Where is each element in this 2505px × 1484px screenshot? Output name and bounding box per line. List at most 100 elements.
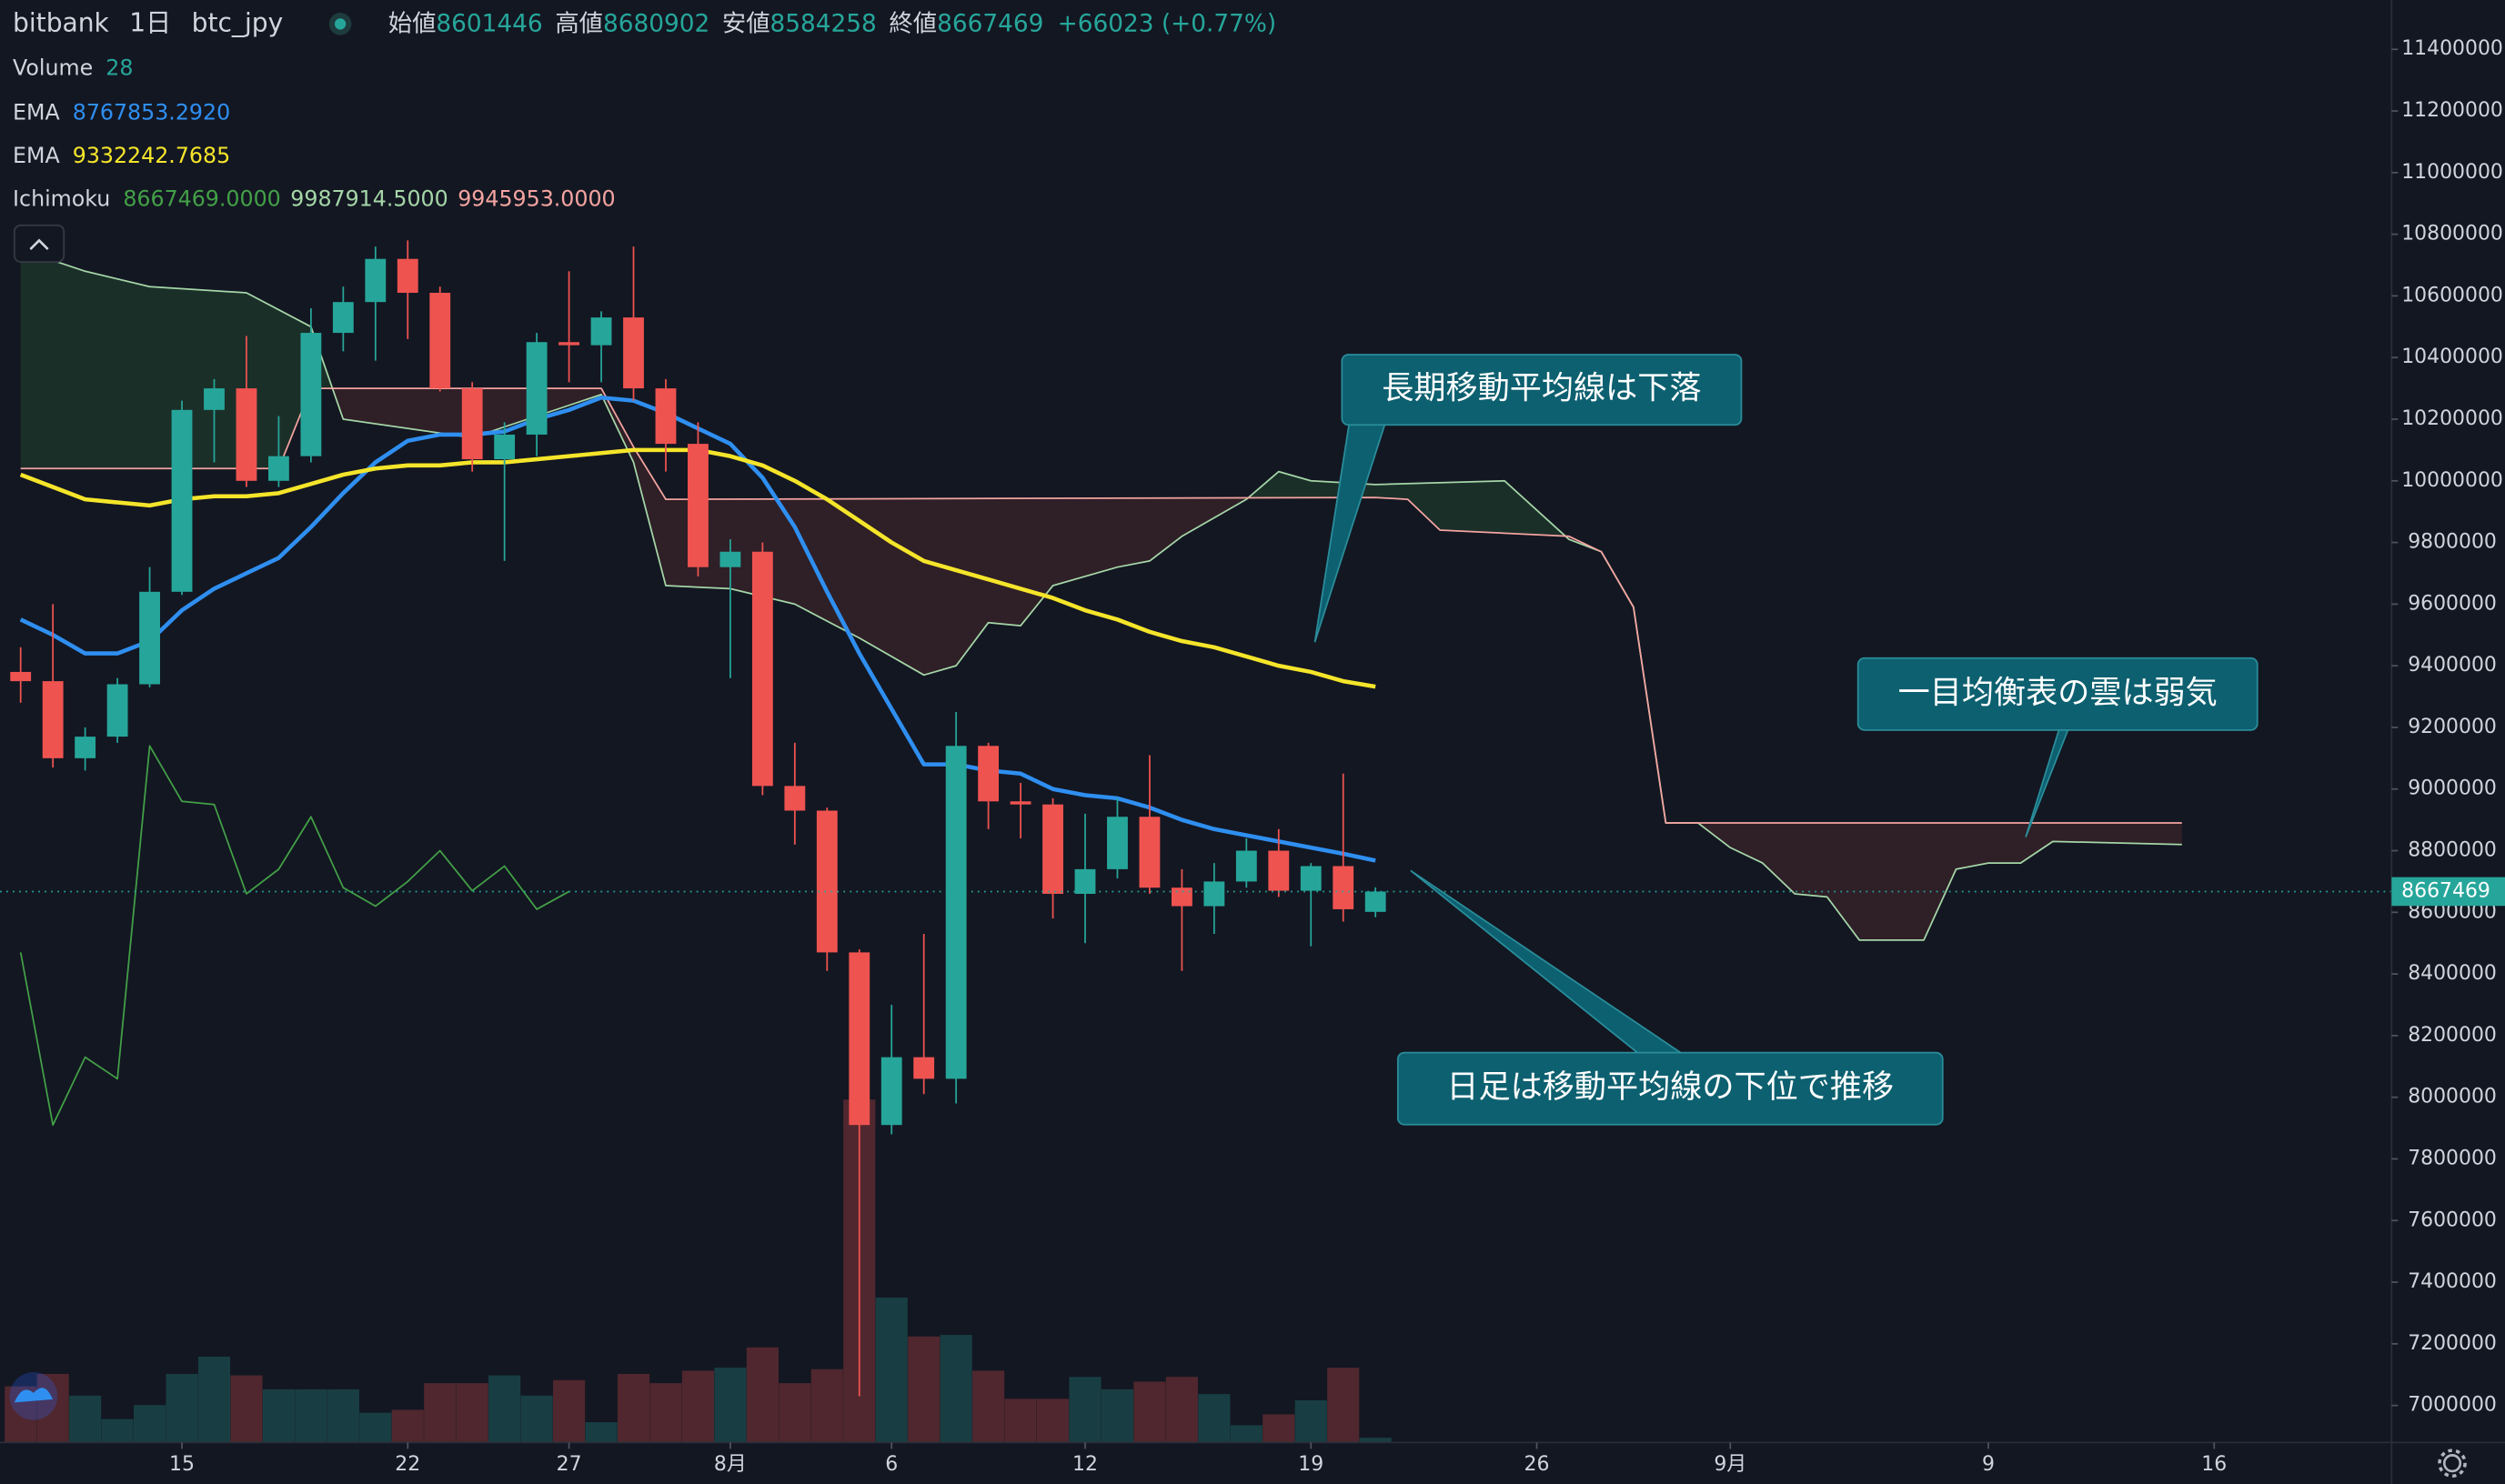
ohlc: 始値8601446 高値8680902 安値8584258 終値8667469 … — [388, 10, 1276, 37]
pair: btc_jpy — [192, 7, 284, 37]
high-label: 高値 — [555, 10, 603, 37]
candle-body — [558, 342, 580, 346]
candle-body — [913, 1057, 935, 1079]
volume-bar — [456, 1383, 488, 1443]
x-tick-label: 27 — [557, 1453, 582, 1476]
x-tick-label: 6 — [885, 1453, 898, 1476]
volume-bar — [681, 1370, 715, 1443]
volume-bar — [779, 1383, 811, 1443]
candle-body — [655, 388, 677, 445]
candle-body — [1074, 868, 1096, 894]
volume-bar — [617, 1373, 650, 1443]
volume-bar — [1165, 1377, 1198, 1443]
cloud-fill — [1859, 823, 1925, 940]
y-tick-label: 10400000 — [2401, 346, 2503, 368]
candle-body — [397, 258, 418, 294]
high-value: 8680902 — [603, 10, 709, 37]
callout: 一目均衡表の雲は弱気 — [1856, 657, 2259, 837]
candle-body — [1333, 866, 1354, 909]
candle-body — [1268, 850, 1290, 891]
x-tick-label: 22 — [395, 1453, 420, 1476]
collapse-icon[interactable] — [29, 238, 49, 250]
candle-body — [267, 456, 289, 481]
candle-body — [365, 258, 387, 303]
logo-mark[interactable] — [14, 1388, 53, 1403]
x-tick-label: 12 — [1072, 1453, 1098, 1476]
legend-value: 9945953.0000 — [458, 186, 615, 211]
open-label: 始値 — [388, 10, 437, 37]
legend-name: Volume — [13, 55, 93, 80]
volume-bar — [1069, 1377, 1102, 1443]
candle-body — [1203, 881, 1225, 907]
volume-bar — [230, 1375, 263, 1443]
y-tick-label: 9000000 — [2408, 777, 2497, 800]
volume-bar — [649, 1383, 682, 1443]
x-tick-label: 16 — [2201, 1453, 2227, 1476]
change: +66023 (+0.77%) — [1058, 10, 1276, 37]
x-tick-label: 26 — [1524, 1453, 1550, 1476]
candle-body — [300, 333, 322, 456]
y-tick-label: 7200000 — [2408, 1332, 2497, 1355]
callout-box — [1341, 354, 1743, 426]
y-tick-label: 8800000 — [2408, 839, 2497, 862]
volume-bar — [1133, 1381, 1166, 1443]
y-tick-label: 10200000 — [2401, 407, 2503, 430]
settings-icon[interactable] — [2438, 1449, 2467, 1478]
cloud-fill — [85, 271, 150, 469]
cloud-fill — [1407, 482, 1441, 531]
candle-body — [751, 551, 773, 787]
y-tick-label: 7800000 — [2408, 1147, 2497, 1169]
candle-body — [1107, 817, 1128, 869]
y-tick-label: 10600000 — [2401, 284, 2503, 306]
volume-bar — [940, 1335, 972, 1443]
y-tick-label: 10800000 — [2401, 223, 2503, 246]
status-dot — [334, 18, 347, 30]
cloud-fill — [1795, 823, 1827, 897]
candle-body — [10, 671, 32, 682]
volume-bar — [1004, 1399, 1037, 1443]
volume-bar — [746, 1347, 779, 1443]
volume-bar — [1263, 1414, 1295, 1443]
volume-bar — [488, 1375, 521, 1443]
y-tick-label: 7600000 — [2408, 1208, 2497, 1231]
ichimoku-line — [20, 248, 2182, 941]
volume-bar — [1198, 1394, 1231, 1443]
candle-body — [139, 591, 160, 685]
x-tick-label: 9月 — [1714, 1453, 1746, 1476]
cloud-fill — [20, 249, 86, 469]
cloud-fill — [988, 498, 1021, 627]
callout-text: 長期移動平均線は下落 — [1382, 370, 1701, 407]
x-tick-label: 9 — [1982, 1453, 1995, 1476]
collapse-box[interactable] — [13, 224, 65, 263]
volume-bar — [101, 1419, 134, 1443]
candle-body — [429, 293, 451, 389]
volume-bar — [424, 1383, 457, 1443]
volume-bar — [1230, 1425, 1263, 1443]
volume-bar — [359, 1412, 392, 1443]
cloud-fill — [149, 286, 246, 469]
gear-teeth[interactable] — [2438, 1449, 2467, 1478]
candle-body — [849, 952, 870, 1126]
candle-body — [526, 342, 548, 435]
collapse-button[interactable] — [13, 224, 65, 263]
volume-bar — [908, 1336, 941, 1443]
volume-bar — [553, 1379, 586, 1443]
volume-bar — [585, 1422, 618, 1443]
callout-box — [1396, 1051, 1944, 1126]
cloud-fill — [1117, 497, 1150, 567]
callout-box — [1856, 657, 2259, 731]
interval: 1日 — [129, 7, 171, 37]
gear[interactable] — [2442, 1454, 2462, 1473]
cloud-fill — [1730, 823, 1763, 864]
legend-volume: Volume 28 — [13, 55, 133, 80]
candle-body — [1300, 866, 1322, 891]
callout: 長期移動平均線は下落 — [1313, 354, 1743, 643]
candle-body — [1010, 801, 1031, 805]
cloud-fill — [1924, 823, 1957, 940]
y-tick-label: 11400000 — [2401, 37, 2503, 60]
candle-body — [461, 388, 483, 460]
y-tick-label: 11000000 — [2401, 161, 2503, 184]
cloud-fill — [1278, 471, 1312, 498]
logo[interactable] — [9, 1372, 58, 1420]
